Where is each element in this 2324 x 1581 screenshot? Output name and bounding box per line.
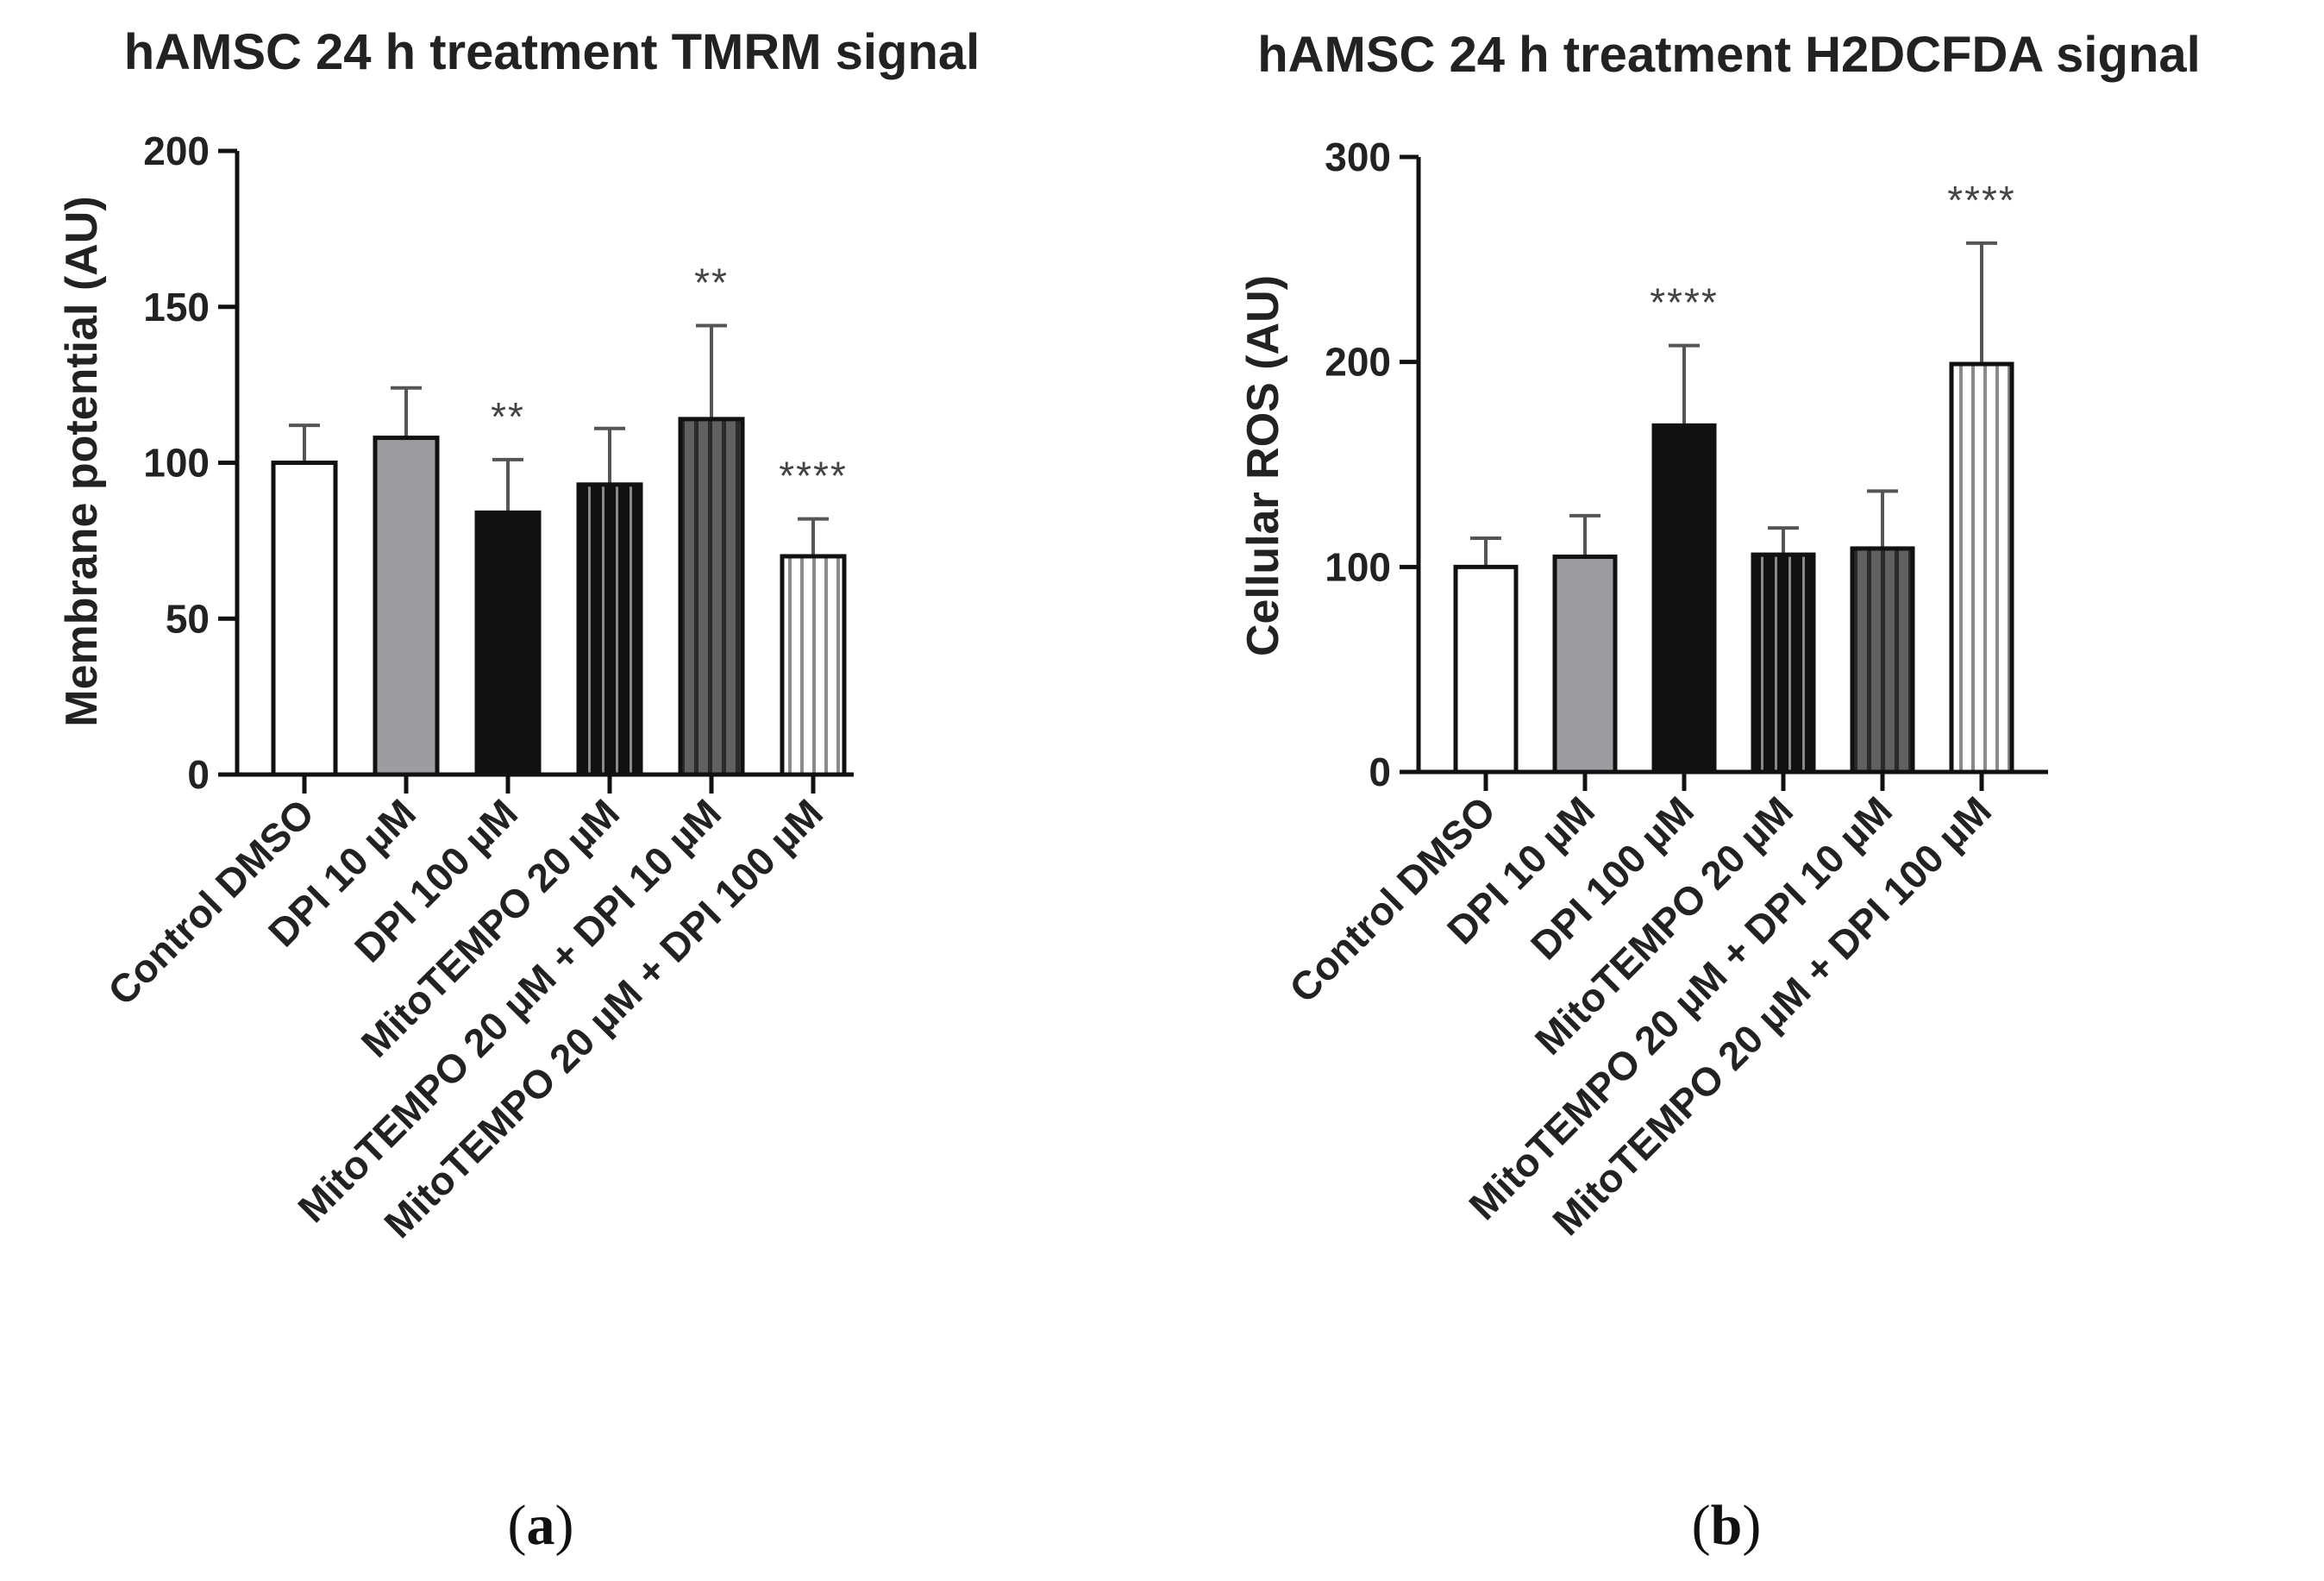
panel-label-a: (a): [508, 1494, 574, 1557]
y-tick-label: 300: [1325, 135, 1391, 179]
axes-a: 0 50 100 150 200: [143, 129, 854, 797]
significance-label: **: [694, 260, 729, 304]
chart-panel-a: hAMSC 24 h treatment TMRM signal Membran…: [57, 24, 980, 1557]
significance-label: ****: [1650, 280, 1719, 325]
significance-label: ****: [1947, 178, 2016, 223]
significance-label: **: [491, 394, 525, 439]
chart-title-a: hAMSC 24 h treatment TMRM signal: [124, 24, 980, 80]
y-axis-label-a: Membrane potential (AU): [57, 196, 107, 726]
bar: [1949, 361, 2014, 775]
bar: [576, 482, 643, 777]
bar: [1453, 564, 1519, 775]
y-axis-label-b: Cellular ROS (AU): [1238, 275, 1288, 656]
y-tick-label: 0: [1369, 750, 1391, 794]
panel-letter-b: b: [1711, 1494, 1743, 1557]
y-tick-label: 0: [187, 752, 210, 797]
y-tick-label: 200: [1325, 340, 1391, 385]
bars-b: **** ****: [1453, 178, 2016, 775]
bar: [1552, 554, 1618, 775]
bar: [373, 436, 440, 777]
y-tick-label: 200: [143, 129, 210, 173]
bar: [1651, 423, 1717, 775]
chart-title-b: hAMSC 24 h treatment H2DCFDA signal: [1257, 27, 2201, 83]
bar: [1751, 552, 1816, 775]
bars-a: ********: [271, 260, 848, 777]
y-tick-label: 50: [166, 596, 210, 641]
y-tick-label: 150: [143, 285, 210, 329]
chart-panel-b: hAMSC 24 h treatment H2DCFDA signal Cell…: [1238, 27, 2201, 1557]
bar: [474, 510, 542, 777]
bar: [271, 461, 338, 777]
y-tick-label: 100: [1325, 544, 1391, 589]
y-tick-label: 100: [143, 441, 210, 486]
bar: [780, 554, 847, 777]
axes-b: 0 100 200 300: [1325, 135, 2048, 794]
significance-label: ****: [779, 454, 848, 499]
bar: [1850, 546, 1915, 775]
panel-letter-a: a: [527, 1494, 555, 1557]
bar: [678, 417, 745, 777]
panel-label-b: (b): [1692, 1494, 1762, 1557]
